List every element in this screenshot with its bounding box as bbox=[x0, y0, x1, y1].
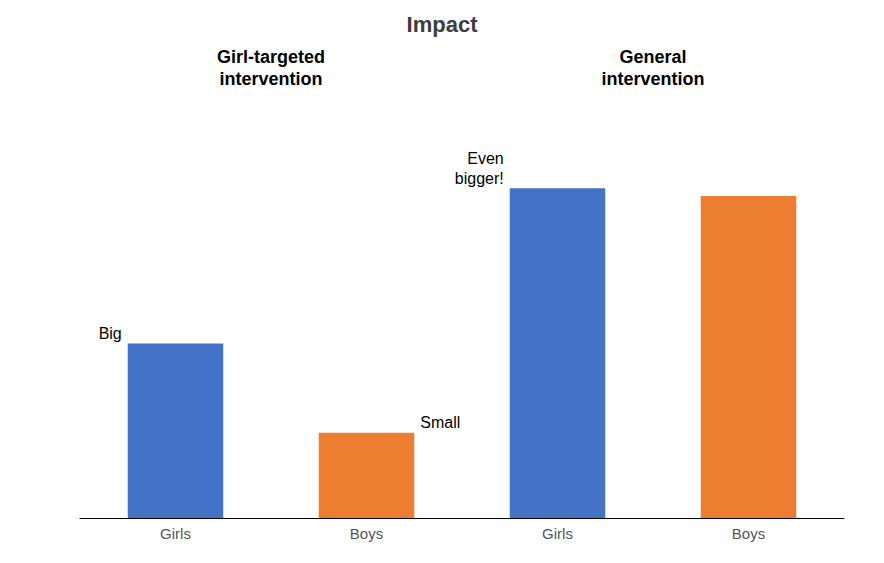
svg-text:Even: Even bbox=[467, 150, 503, 167]
svg-text:General: General bbox=[619, 47, 686, 67]
svg-text:Impact: Impact bbox=[407, 12, 479, 37]
svg-text:Girls: Girls bbox=[160, 525, 191, 542]
svg-text:Boys: Boys bbox=[732, 525, 765, 542]
svg-text:Boys: Boys bbox=[350, 525, 383, 542]
svg-text:intervention: intervention bbox=[601, 69, 704, 89]
svg-text:intervention: intervention bbox=[219, 69, 322, 89]
svg-text:Girl-targeted: Girl-targeted bbox=[217, 47, 325, 67]
svg-text:bigger!: bigger! bbox=[455, 170, 504, 187]
svg-text:Big: Big bbox=[99, 325, 122, 342]
svg-text:Girls: Girls bbox=[542, 525, 573, 542]
svg-text:Small: Small bbox=[420, 414, 460, 431]
